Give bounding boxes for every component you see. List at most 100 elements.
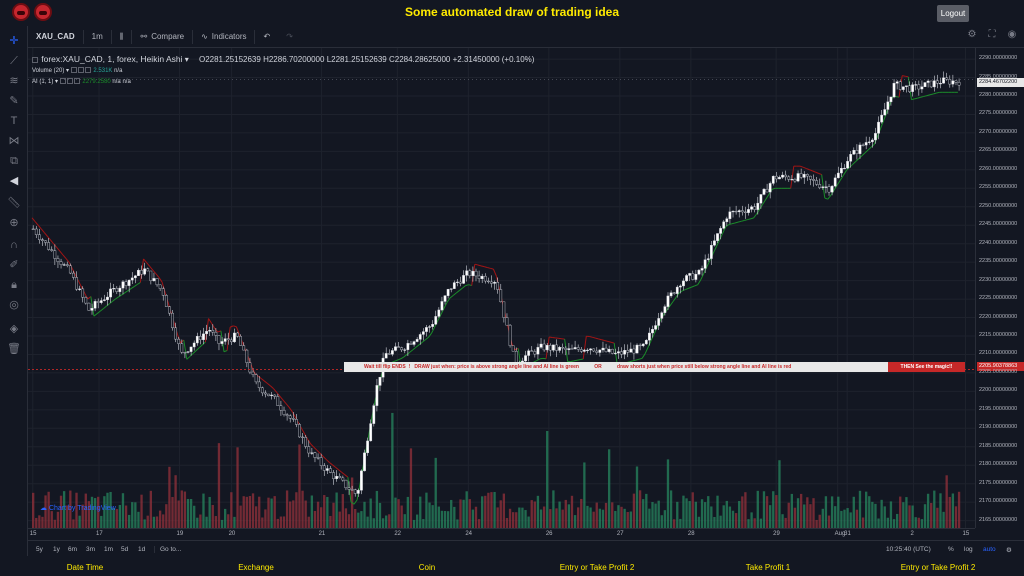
footer-entry-tp2-b[interactable]: Entry or Take Profit 2 bbox=[901, 563, 976, 572]
axis-settings-icon[interactable]: ⚙ bbox=[1006, 546, 1012, 554]
symbol-search[interactable]: XAU_CAD bbox=[28, 26, 83, 48]
dropdown-icon[interactable]: ▾ bbox=[183, 55, 189, 64]
candle-body bbox=[320, 458, 322, 466]
collapse-legend-icon[interactable] bbox=[32, 57, 38, 63]
candle-body bbox=[267, 394, 269, 396]
volume-bar bbox=[407, 497, 409, 528]
candle-body bbox=[580, 349, 582, 351]
ai-line-segment bbox=[314, 447, 317, 450]
range-1y[interactable]: 1y bbox=[53, 546, 60, 553]
compare-button[interactable]: ⚯ Compare bbox=[132, 26, 192, 48]
volume-bar bbox=[335, 493, 337, 528]
volume-bar bbox=[515, 512, 517, 528]
settings-icon[interactable] bbox=[67, 78, 73, 84]
footer-coin[interactable]: Coin bbox=[419, 563, 435, 572]
lock-drawing-icon[interactable]: ✐ bbox=[7, 258, 21, 272]
ai-line-segment bbox=[428, 333, 431, 337]
eye-icon[interactable]: ◎ bbox=[7, 298, 21, 312]
candle-body bbox=[723, 222, 725, 229]
trash-icon[interactable]: 🗑︎ bbox=[7, 342, 21, 356]
volume-bar bbox=[685, 498, 687, 528]
footer-date-time[interactable]: Date Time bbox=[67, 563, 103, 572]
percent-toggle[interactable]: % bbox=[948, 546, 954, 553]
footer-tp1[interactable]: Take Profit 1 bbox=[746, 563, 790, 572]
utc-clock[interactable]: 10:25:40 (UTC) bbox=[886, 546, 931, 553]
eye-toggle-icon[interactable] bbox=[71, 67, 77, 73]
candle-body bbox=[778, 177, 780, 179]
volume-bar bbox=[766, 496, 768, 528]
volume-bar bbox=[428, 503, 430, 528]
candle-body bbox=[416, 339, 418, 341]
forecast-icon[interactable]: ⧉ bbox=[7, 154, 21, 168]
layers-icon[interactable]: ◈ bbox=[7, 322, 21, 336]
ruler-icon[interactable]: 📏︎ bbox=[7, 196, 21, 210]
candle-body bbox=[800, 173, 802, 177]
zoom-icon[interactable]: ⊕ bbox=[7, 216, 21, 230]
price-tick-label: 2260.00000000 bbox=[979, 166, 1017, 172]
volume-bar bbox=[469, 499, 471, 528]
interval-button[interactable]: 1m bbox=[84, 26, 111, 48]
brush-icon[interactable]: ✎ bbox=[7, 94, 21, 108]
ai-line-segment bbox=[596, 338, 599, 339]
ai-line-segment bbox=[122, 293, 125, 295]
ai-dropdown-icon[interactable]: ▾ bbox=[55, 79, 58, 85]
magnet-icon[interactable]: ∩ bbox=[7, 238, 21, 252]
volume-bar bbox=[373, 518, 375, 528]
eye-toggle-icon[interactable] bbox=[60, 78, 66, 84]
volume-bar bbox=[181, 490, 183, 528]
ai-value: 2279.2580 bbox=[82, 79, 110, 85]
time-axis[interactable]: 15 17 19 20 21 22 24 26 27 28 29 31 Aug 2 15 bbox=[28, 528, 975, 540]
fullscreen-icon[interactable]: ⛶ bbox=[986, 29, 998, 41]
volume-legend[interactable]: Volume (20) ▾ 2.531K n/a bbox=[32, 67, 122, 74]
goto-button[interactable]: Go to... bbox=[154, 546, 181, 553]
volume-dropdown-icon[interactable]: ▾ bbox=[66, 68, 69, 74]
range-5y[interactable]: 5y bbox=[36, 546, 43, 553]
camera-snapshot-icon[interactable]: ◉ bbox=[1006, 29, 1018, 41]
footer-entry-tp2[interactable]: Entry or Take Profit 2 bbox=[560, 563, 635, 572]
range-6m[interactable]: 6m bbox=[68, 546, 77, 553]
lock-icon[interactable]: 🔒︎ bbox=[7, 278, 21, 292]
log-toggle[interactable]: log bbox=[964, 546, 973, 553]
volume-bar bbox=[763, 491, 765, 528]
close-icon[interactable] bbox=[85, 67, 91, 73]
ai-line-segment bbox=[648, 340, 651, 347]
close-icon[interactable] bbox=[74, 78, 80, 84]
volume-bar bbox=[856, 510, 858, 528]
candle-body bbox=[363, 453, 365, 471]
ai-line-segment bbox=[57, 247, 60, 251]
indicators-button[interactable]: ∿ Indicators bbox=[193, 26, 254, 48]
pattern-icon[interactable]: ⋈ bbox=[7, 134, 21, 148]
back-arrow-icon[interactable]: ◀ bbox=[7, 174, 21, 188]
candle-body bbox=[85, 297, 87, 303]
candle-body bbox=[688, 273, 690, 275]
undo-button[interactable]: ↶ bbox=[255, 26, 278, 48]
fib-icon[interactable]: ≋ bbox=[7, 74, 21, 88]
text-icon[interactable]: T bbox=[7, 114, 21, 128]
time-tick-label: 29 bbox=[773, 531, 780, 537]
ai-line-segment bbox=[264, 381, 267, 383]
price-chart[interactable] bbox=[28, 48, 975, 528]
crosshair-icon[interactable]: ✛ bbox=[7, 34, 21, 48]
tradingview-watermark[interactable]: ☁ Chart by TradingView bbox=[40, 504, 116, 512]
ai-line-segment bbox=[308, 439, 311, 444]
range-5d[interactable]: 5d bbox=[121, 546, 128, 553]
chart-type-button[interactable]: ⫼ bbox=[112, 26, 132, 48]
range-1d[interactable]: 1d bbox=[138, 546, 145, 553]
footer-exchange[interactable]: Exchange bbox=[238, 563, 274, 572]
volume-bar bbox=[329, 516, 331, 528]
range-3m[interactable]: 3m bbox=[86, 546, 95, 553]
settings-icon[interactable] bbox=[78, 67, 84, 73]
auto-toggle[interactable]: auto bbox=[983, 546, 996, 553]
candle-body bbox=[738, 211, 740, 212]
settings-gear-icon[interactable]: ⚙ bbox=[966, 29, 978, 41]
logout-button[interactable]: Logout bbox=[937, 5, 969, 22]
candle-body bbox=[277, 396, 279, 405]
ai-legend[interactable]: AI (1, 1) ▾ 2279.2580 n/a n/a bbox=[32, 78, 131, 85]
trend-line-icon[interactable]: ⟋ bbox=[7, 54, 21, 68]
volume-bar bbox=[509, 509, 511, 528]
range-1m[interactable]: 1m bbox=[104, 546, 113, 553]
volume-bar bbox=[936, 508, 938, 528]
redo-button[interactable]: ↷ bbox=[278, 26, 301, 48]
price-axis[interactable]: 2284.46702200 2205.90378863 2290.0000000… bbox=[975, 48, 1024, 528]
chart-pane[interactable] bbox=[28, 48, 975, 528]
